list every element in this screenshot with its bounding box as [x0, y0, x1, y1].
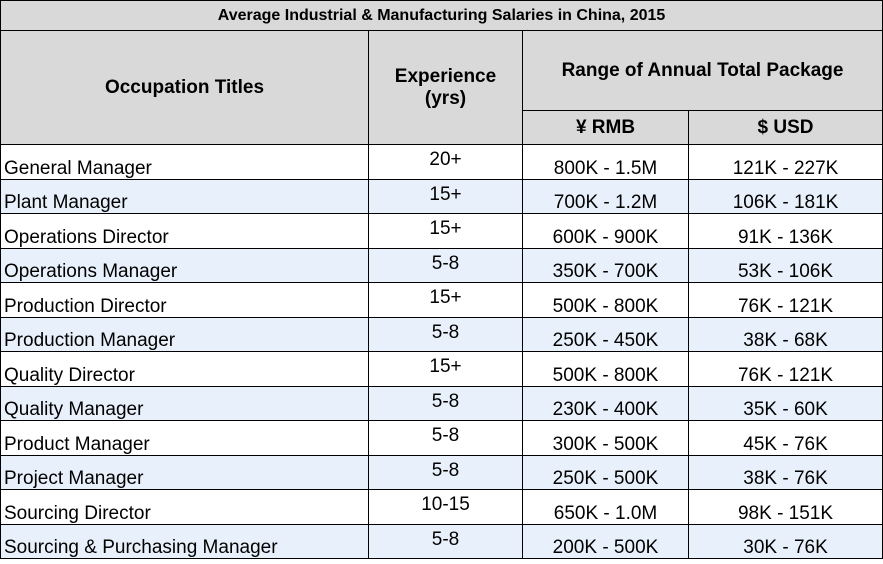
usd-cell: 30K - 76K [687, 523, 883, 559]
occupation-cell: Quality Director [0, 351, 369, 387]
table-row: General Manager 20+ 800K - 1.5M 121K - 2… [0, 144, 883, 180]
table-row: Quality Manager 5-8 230K - 400K 35K - 60… [0, 385, 883, 421]
usd-cell: 76K - 121K [687, 351, 883, 387]
experience-cell: 5-8 [368, 523, 523, 559]
table-row: Sourcing & Purchasing Manager 5-8 200K -… [0, 523, 883, 559]
usd-cell: 38K - 68K [687, 316, 883, 352]
experience-cell: 5-8 [368, 454, 523, 490]
experience-header: Experience (yrs) [368, 30, 523, 145]
table-row: Project Manager 5-8 250K - 500K 38K - 76… [0, 454, 883, 490]
rmb-cell: 600K - 900K [522, 213, 689, 249]
experience-cell: 5-8 [368, 420, 523, 456]
occupation-cell: Operations Manager [0, 247, 369, 283]
rmb-cell: 300K - 500K [522, 420, 689, 456]
occupation-cell: Project Manager [0, 454, 369, 490]
usd-cell: 121K - 227K [687, 144, 883, 180]
rmb-cell: 250K - 450K [522, 316, 689, 352]
rmb-cell: 200K - 500K [522, 523, 689, 559]
table-row: Production Director 15+ 500K - 800K 76K … [0, 282, 883, 318]
rmb-header: ¥ RMB [522, 110, 689, 145]
rmb-cell: 500K - 800K [522, 351, 689, 387]
usd-cell: 53K - 106K [687, 247, 883, 283]
table-title: Average Industrial & Manufacturing Salar… [0, 0, 883, 31]
experience-cell: 5-8 [368, 385, 523, 421]
table-row: Operations Director 15+ 600K - 900K 91K … [0, 213, 883, 249]
usd-cell: 38K - 76K [687, 454, 883, 490]
usd-cell: 76K - 121K [687, 282, 883, 318]
experience-cell: 20+ [368, 144, 523, 180]
rmb-cell: 350K - 700K [522, 247, 689, 283]
table-body: General Manager 20+ 800K - 1.5M 121K - 2… [0, 144, 883, 559]
table-row: Product Manager 5-8 300K - 500K 45K - 76… [0, 420, 883, 456]
occupation-cell: Plant Manager [0, 178, 369, 214]
occupation-header: Occupation Titles [0, 30, 369, 145]
usd-cell: 35K - 60K [687, 385, 883, 421]
experience-cell: 5-8 [368, 316, 523, 352]
occupation-cell: Sourcing Director [0, 489, 369, 525]
rmb-cell: 500K - 800K [522, 282, 689, 318]
experience-cell: 15+ [368, 213, 523, 249]
usd-header: $ USD [687, 110, 883, 145]
occupation-cell: Product Manager [0, 420, 369, 456]
rmb-cell: 230K - 400K [522, 385, 689, 421]
table-row: Operations Manager 5-8 350K - 700K 53K -… [0, 247, 883, 283]
table-row: Quality Director 15+ 500K - 800K 76K - 1… [0, 351, 883, 387]
usd-cell: 91K - 136K [687, 213, 883, 249]
table-row: Sourcing Director 10-15 650K - 1.0M 98K … [0, 489, 883, 525]
usd-cell: 45K - 76K [687, 420, 883, 456]
rmb-cell: 250K - 500K [522, 454, 689, 490]
experience-header-line2: (yrs) [424, 87, 467, 109]
experience-cell: 5-8 [368, 247, 523, 283]
occupation-cell: Quality Manager [0, 385, 369, 421]
occupation-cell: Production Manager [0, 316, 369, 352]
experience-cell: 15+ [368, 351, 523, 387]
rmb-cell: 700K - 1.2M [522, 178, 689, 214]
experience-header-line1: Experience [394, 65, 497, 87]
experience-cell: 10-15 [368, 489, 523, 525]
rmb-cell: 800K - 1.5M [522, 144, 689, 180]
range-header: Range of Annual Total Package [521, 30, 883, 111]
occupation-cell: Sourcing & Purchasing Manager [0, 523, 369, 559]
rmb-cell: 650K - 1.0M [522, 489, 689, 525]
table-row: Production Manager 5-8 250K - 450K 38K -… [0, 316, 883, 352]
occupation-cell: Operations Director [0, 213, 369, 249]
occupation-cell: Production Director [0, 282, 369, 318]
usd-cell: 98K - 151K [687, 489, 883, 525]
experience-cell: 15+ [368, 178, 523, 214]
occupation-cell: General Manager [0, 144, 369, 180]
usd-cell: 106K - 181K [687, 178, 883, 214]
table-row: Plant Manager 15+ 700K - 1.2M 106K - 181… [0, 178, 883, 214]
experience-cell: 15+ [368, 282, 523, 318]
